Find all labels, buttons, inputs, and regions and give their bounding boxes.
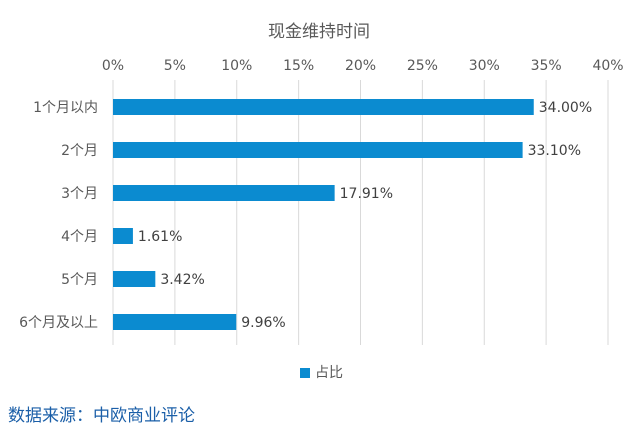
data-source-note: 数据来源：中欧商业评论 (8, 406, 195, 426)
x-tick-label: 10% (221, 58, 252, 74)
x-tick-label: 0% (102, 58, 124, 74)
category-label: 3个月 (61, 186, 98, 202)
category-label: 4个月 (61, 229, 98, 245)
category-label: 1个月以内 (33, 100, 98, 116)
category-labels: 1个月以内 2个月 3个月 4个月 5个月 6个月及以上 (19, 100, 98, 331)
bar-chart: 现金维持时间 0% 5% 10% 15% 20% 25% 30% 35% 40% 1个月以内 2个… (19, 22, 624, 381)
bar (113, 185, 335, 201)
legend-swatch (300, 368, 310, 378)
bar (113, 271, 156, 287)
bar (113, 99, 534, 115)
bar (113, 228, 133, 244)
data-label: 9.96% (241, 315, 285, 331)
bar (113, 314, 237, 330)
legend: 占比 (300, 365, 343, 381)
data-label: 33.10% (528, 143, 581, 159)
x-tick-label: 40% (592, 58, 623, 74)
x-tick-label: 35% (531, 58, 562, 74)
data-label: 17.91% (340, 186, 393, 202)
data-label: 3.42% (160, 272, 204, 288)
x-tick-label: 5% (164, 58, 186, 74)
gridlines (112, 80, 609, 345)
category-label: 6个月及以上 (19, 315, 98, 331)
data-labels: 34.00% 33.10% 17.91% 1.61% 3.42% 9.96% (138, 100, 592, 331)
bars (113, 99, 534, 330)
x-tick-label: 15% (283, 58, 314, 74)
x-axis-tick-labels: 0% 5% 10% 15% 20% 25% 30% 35% 40% (102, 58, 624, 74)
category-label: 2个月 (61, 143, 98, 159)
x-tick-label: 25% (407, 58, 438, 74)
x-tick-label: 20% (345, 58, 376, 74)
data-label: 34.00% (539, 100, 592, 116)
legend-label: 占比 (315, 365, 343, 381)
chart-title: 现金维持时间 (268, 22, 370, 42)
data-label: 1.61% (138, 229, 182, 245)
bar (113, 142, 523, 158)
x-tick-label: 30% (469, 58, 500, 74)
category-label: 5个月 (61, 272, 98, 288)
